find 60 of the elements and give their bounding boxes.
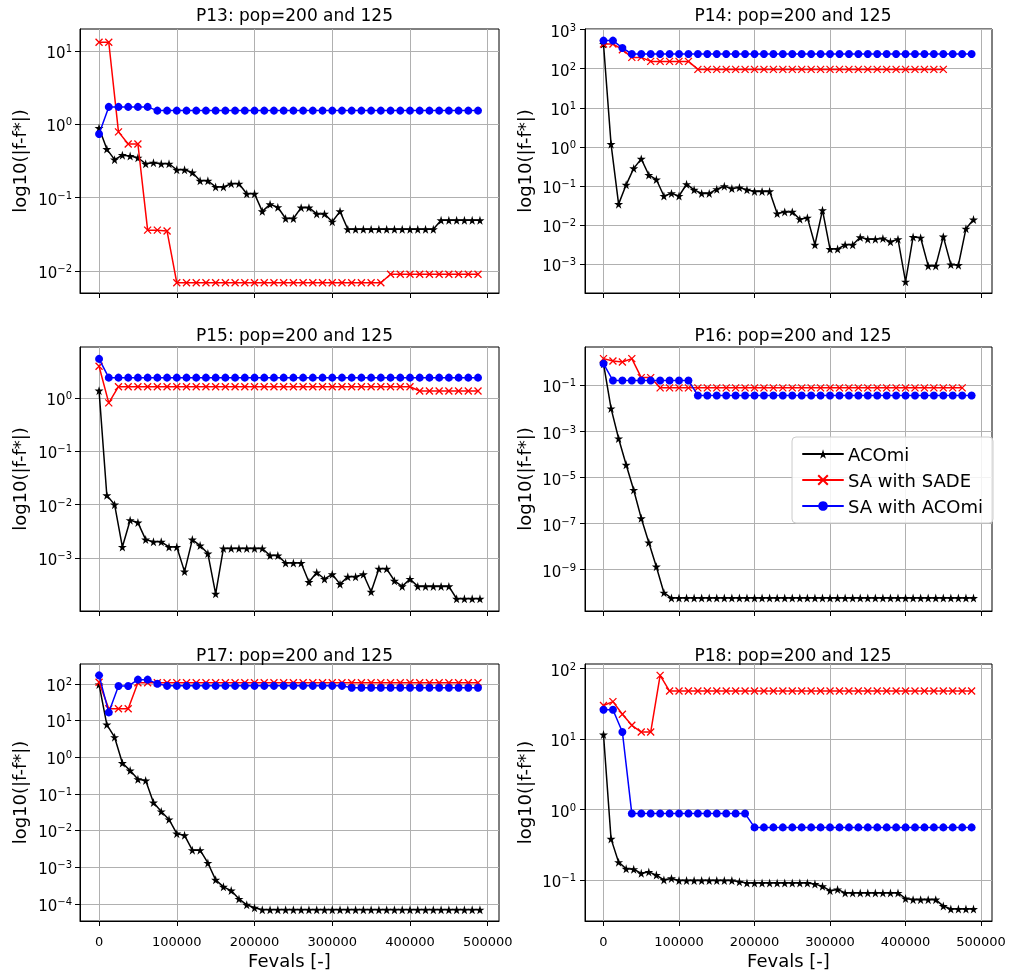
legend-label: SA with ACOmi [848,495,984,517]
y-tick-label: 10$^{2}$ [550,660,576,680]
y-tick-label: 10$^{0}$ [46,749,72,769]
x-tick-label: 500000 [462,934,513,949]
y-tick-label: 10$^{0}$ [550,138,576,158]
y-axis-title: log10(|f-f*|) [8,740,30,845]
y-axis-title: log10(|f-f*|) [513,109,535,213]
x-tick-label: 100000 [654,934,704,949]
y-tick-label: 10$^{1}$ [46,43,72,63]
x-tick-label: 100000 [151,934,202,949]
chart-title: P15: pop=200 and 125 [196,324,393,345]
chart-title: P14: pop=200 and 125 [694,4,892,25]
x-tick-label: 300000 [805,934,855,949]
y-tick-label: 10$^{0}$ [46,116,72,136]
y-tick-label: 10$^{−1}$ [38,785,72,805]
y-tick-label: 10$^{−2}$ [542,216,576,236]
x-tick-label: 300000 [307,934,358,949]
y-tick-label: 10$^{−1}$ [542,177,576,197]
y-tick-label: 10$^{0}$ [46,390,72,410]
x-tick-label: 200000 [729,934,780,949]
y-tick-label: 10$^{−2}$ [38,262,72,282]
y-tick-label: 10$^{−7}$ [542,515,576,535]
legend-label: SA with SADE [848,469,972,491]
y-tick-label: 10$^{0}$ [550,801,576,821]
x-tick-label: 400000 [385,934,435,949]
x-tick-label: 400000 [880,934,931,949]
y-axis-title: log10(|f-f*|) [8,109,30,213]
y-tick-label: 10$^{−3}$ [542,255,576,275]
y-tick-label: 10$^{2}$ [550,60,576,80]
y-axis-title: log10(|f-f*|) [513,427,535,531]
x-axis-title: Fevals [-] [248,949,331,971]
y-tick-label: 10$^{−3}$ [38,859,72,879]
y-tick-label: 10$^{−3}$ [38,549,72,569]
x-tick-label: 500000 [956,934,1006,949]
y-tick-label: 10$^{−1}$ [38,189,72,209]
y-tick-label: 10$^{1}$ [550,731,576,751]
x-tick-label: 0 [599,934,608,949]
y-axis-title: log10(|f-f*|) [8,427,30,531]
y-tick-label: 10$^{−9}$ [542,561,576,581]
x-tick-label: 200000 [229,934,280,949]
y-tick-label: 10$^{1}$ [550,99,576,119]
y-tick-label: 10$^{−4}$ [38,895,72,915]
y-tick-label: 10$^{3}$ [550,21,576,41]
y-tick-label: 10$^{−2}$ [38,822,72,842]
y-tick-label: 10$^{−1}$ [38,443,72,463]
y-axis-title: log10(|f-f*|) [513,740,535,845]
y-tick-label: 10$^{−1}$ [542,872,576,892]
y-tick-label: 10$^{2}$ [46,675,72,695]
x-axis-title: Fevals [-] [747,949,830,971]
x-tick-label: 0 [94,934,104,949]
legend-label: ACOmi [848,443,910,465]
y-tick-label: 10$^{−5}$ [542,469,576,489]
y-tick-label: 10$^{−1}$ [542,377,576,397]
y-tick-label: 10$^{1}$ [46,712,72,732]
chart-title: P13: pop=200 and 125 [196,4,393,25]
chart-title: P18: pop=200 and 125 [694,644,892,665]
chart-title: P17: pop=200 and 125 [196,644,393,665]
y-tick-label: 10$^{−3}$ [542,423,576,443]
chart-title: P16: pop=200 and 125 [694,324,892,345]
y-tick-label: 10$^{−2}$ [38,496,72,516]
